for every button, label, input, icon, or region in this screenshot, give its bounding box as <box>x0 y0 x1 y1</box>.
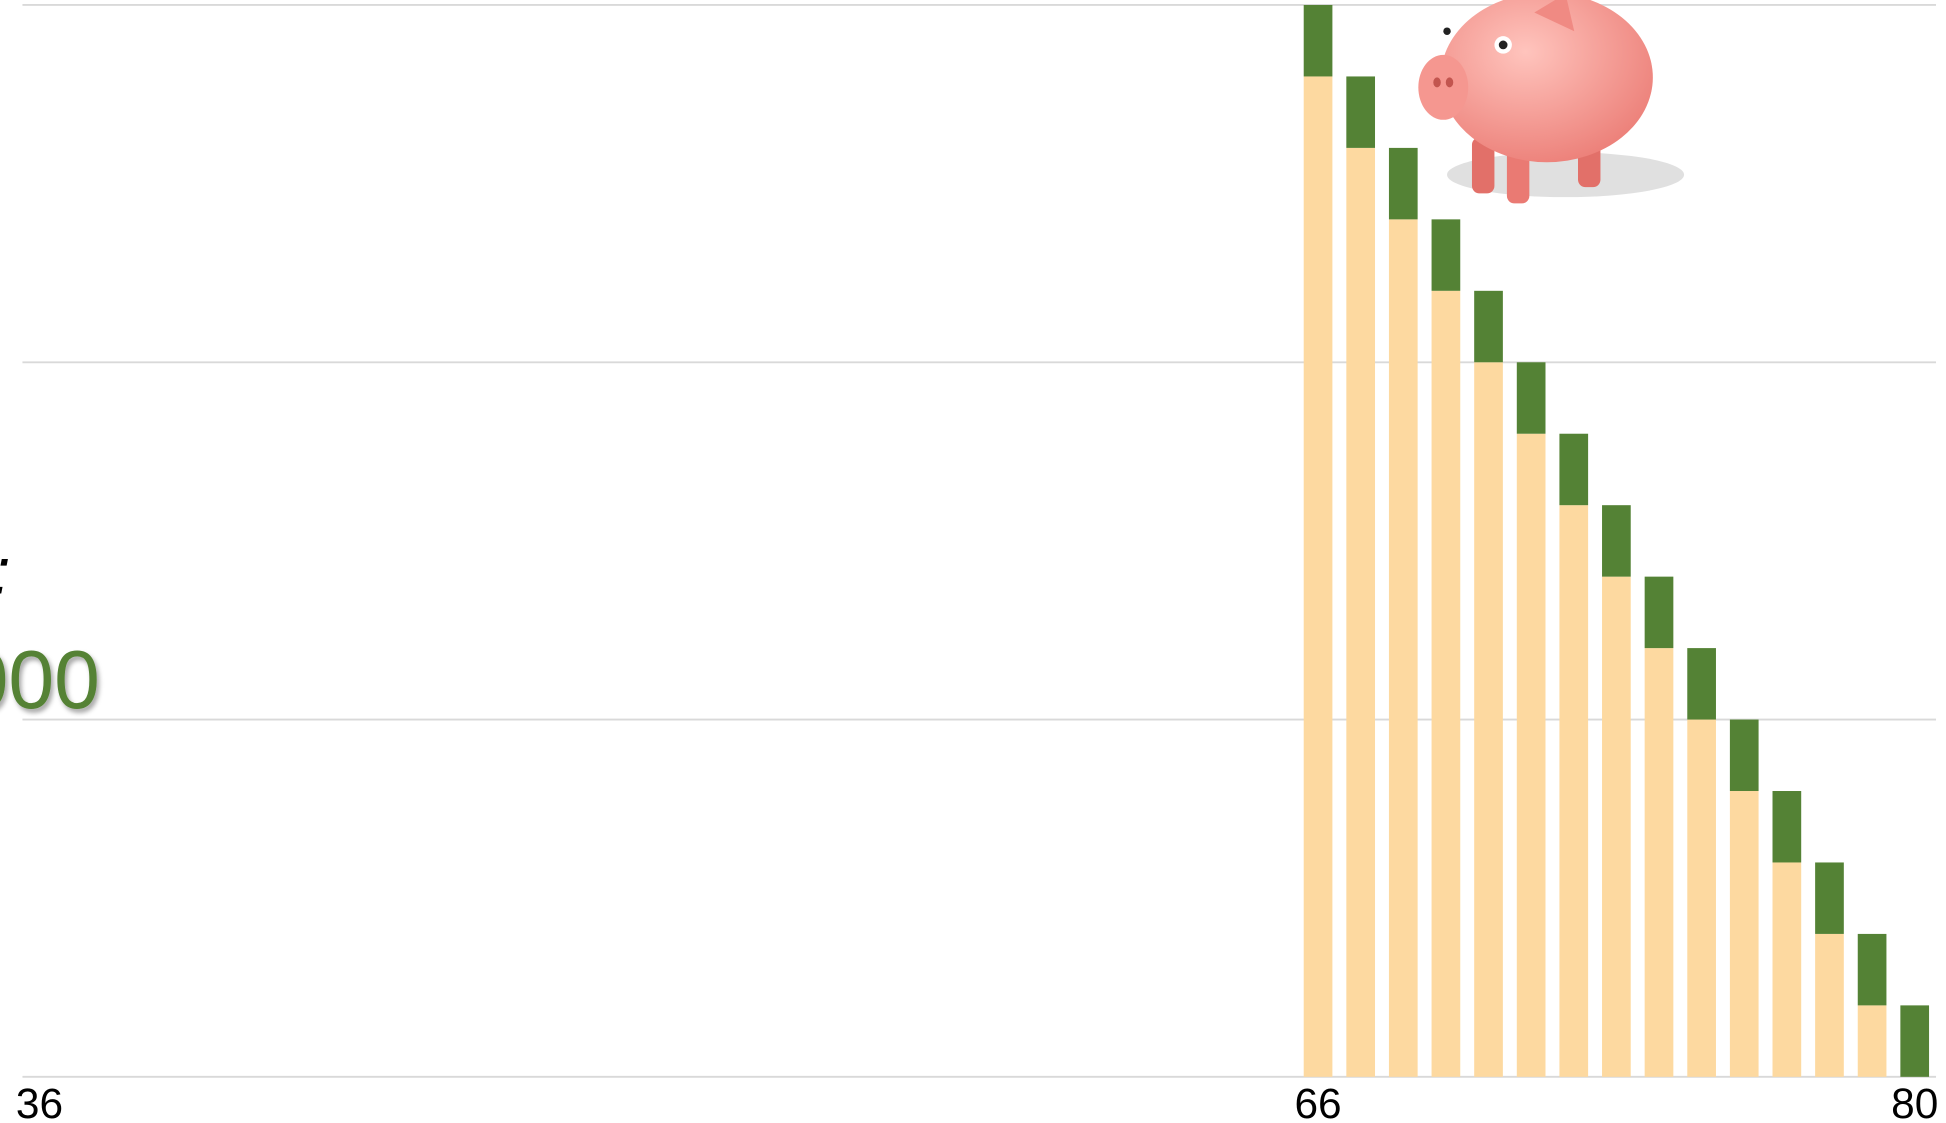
bar-segment <box>1644 576 1674 649</box>
bar-segment <box>1687 719 1716 1077</box>
bar-segment <box>1687 648 1716 720</box>
bar-segment <box>1857 933 1887 1006</box>
bar-segment <box>1474 290 1503 363</box>
bar-segment <box>1303 76 1333 1077</box>
bar-segment <box>1431 290 1461 1077</box>
bar-segment <box>1303 4 1333 77</box>
bar-segment <box>1772 791 1802 863</box>
bar-segment <box>1857 1005 1887 1077</box>
bar-segment <box>1815 933 1844 1077</box>
bar-segment <box>1559 433 1589 506</box>
bar-segment <box>1602 505 1631 577</box>
bar-segment <box>1431 219 1461 291</box>
piggy-bank <box>1418 0 1685 204</box>
x-tick-label: 80 <box>1891 1080 1938 1123</box>
bar-segment <box>1474 362 1503 1077</box>
bar-segment <box>1602 576 1631 1077</box>
plot-area: 36 66 80 <box>16 4 1938 1123</box>
x-tick-label: 36 <box>16 1080 63 1123</box>
annotation: 000 <box>0 634 100 726</box>
bar-segment <box>1772 862 1802 1077</box>
bar-segment <box>1516 433 1546 1077</box>
bar-segment <box>1729 719 1759 792</box>
bar-segment <box>1346 147 1376 1077</box>
bar-segment <box>1815 862 1844 934</box>
bar-segment <box>1900 1005 1930 1077</box>
bar-segment <box>1516 362 1546 434</box>
annotation: : <box>0 535 11 608</box>
bar-segment <box>1388 147 1418 220</box>
bar-segment <box>1559 505 1589 1077</box>
bar-segment <box>1346 76 1376 148</box>
bar-segment <box>1644 648 1674 1077</box>
bar-segment <box>1388 219 1418 1077</box>
bar-segment <box>1729 791 1759 1077</box>
x-tick-label: 66 <box>1294 1080 1341 1123</box>
